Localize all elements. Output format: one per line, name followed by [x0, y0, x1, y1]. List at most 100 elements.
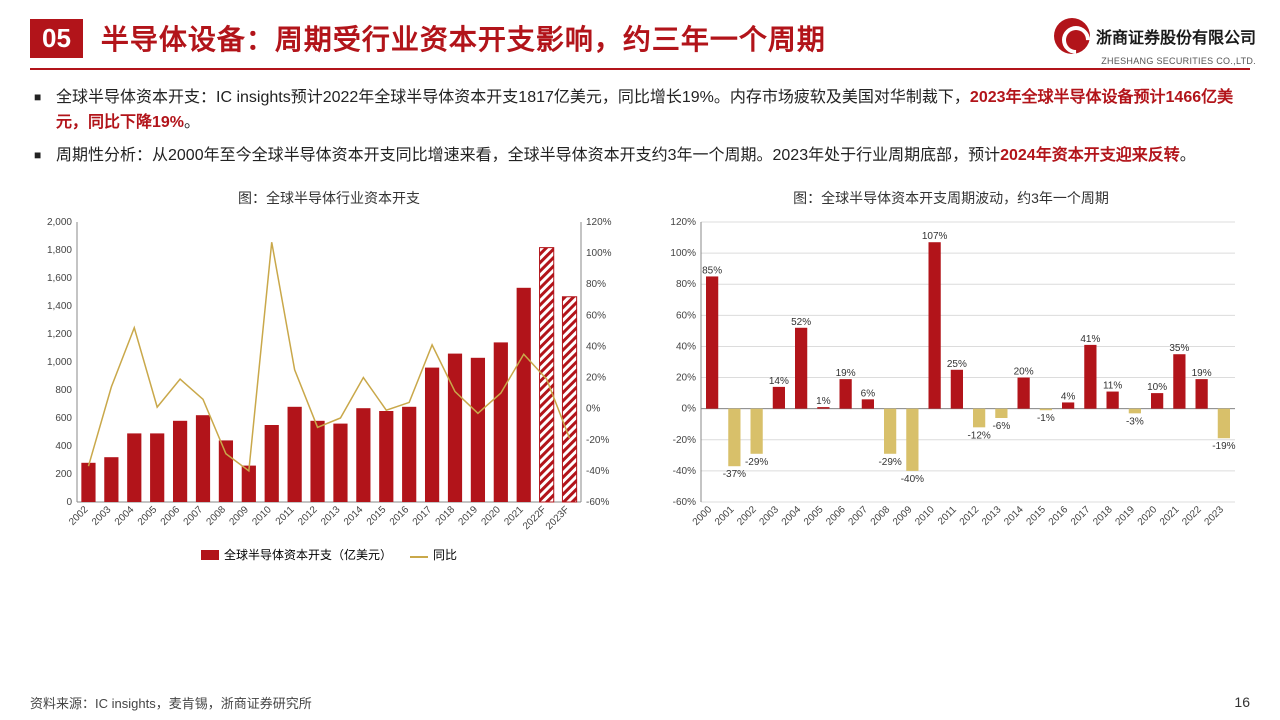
svg-text:2006: 2006: [159, 504, 183, 528]
svg-text:2019: 2019: [1113, 504, 1137, 528]
header-divider: [30, 68, 1250, 70]
svg-text:2005: 2005: [802, 504, 826, 528]
svg-text:80%: 80%: [676, 280, 696, 291]
svg-text:2020: 2020: [1136, 504, 1160, 528]
source-note: 资料来源：IC insights，麦肯锡，浙商证券研究所: [30, 693, 312, 712]
svg-text:-6%: -6%: [992, 421, 1010, 432]
svg-text:14%: 14%: [769, 376, 789, 387]
page-title: 半导体设备：周期受行业资本开支影响，约三年一个周期: [101, 18, 826, 58]
svg-text:-29%: -29%: [745, 457, 768, 468]
section-number: 05: [30, 19, 83, 58]
logo-en-text: ZHESHANG SECURITIES CO.,LTD.: [1054, 56, 1256, 66]
svg-text:2001: 2001: [713, 504, 737, 528]
svg-text:-60%: -60%: [586, 497, 609, 508]
svg-text:200: 200: [55, 469, 72, 480]
svg-text:2005: 2005: [136, 504, 160, 528]
svg-text:2015: 2015: [1024, 504, 1048, 528]
svg-text:2022F: 2022F: [521, 505, 549, 533]
svg-text:-20%: -20%: [673, 435, 696, 446]
svg-text:2023F: 2023F: [544, 505, 572, 533]
svg-text:2003: 2003: [757, 504, 781, 528]
svg-text:19%: 19%: [836, 369, 856, 380]
svg-text:2017: 2017: [1069, 504, 1093, 528]
svg-text:120%: 120%: [586, 217, 612, 228]
svg-text:2,000: 2,000: [47, 217, 72, 228]
logo-cn-text: 浙商证券股份有限公司: [1096, 24, 1256, 48]
svg-text:2007: 2007: [846, 504, 870, 528]
svg-text:1,600: 1,600: [47, 273, 72, 284]
svg-text:2004: 2004: [113, 504, 137, 528]
svg-text:2017: 2017: [411, 504, 435, 528]
svg-text:2008: 2008: [869, 504, 893, 528]
chart1-legend: 全球半导体资本开支（亿美元）同比: [30, 546, 628, 563]
svg-text:4%: 4%: [1061, 392, 1076, 403]
svg-text:-12%: -12%: [967, 431, 990, 442]
svg-text:2012: 2012: [296, 504, 320, 528]
svg-text:-29%: -29%: [878, 457, 901, 468]
svg-text:600: 600: [55, 413, 72, 424]
svg-text:-3%: -3%: [1126, 417, 1144, 428]
svg-text:2018: 2018: [1091, 504, 1115, 528]
svg-text:800: 800: [55, 385, 72, 396]
chart2: -60%-40%-20%0%20%40%60%80%100%120%85%200…: [652, 214, 1250, 544]
svg-text:52%: 52%: [791, 317, 811, 328]
svg-text:2016: 2016: [388, 504, 412, 528]
svg-text:-1%: -1%: [1037, 414, 1055, 425]
svg-text:1%: 1%: [816, 397, 831, 408]
logo-mark-icon: [1054, 18, 1090, 54]
svg-text:2004: 2004: [780, 504, 804, 528]
svg-text:2003: 2003: [90, 504, 114, 528]
svg-text:2018: 2018: [434, 504, 458, 528]
svg-text:2011: 2011: [936, 504, 959, 527]
svg-text:20%: 20%: [1014, 367, 1034, 378]
svg-text:11%: 11%: [1103, 381, 1122, 392]
svg-text:-60%: -60%: [673, 497, 696, 508]
svg-text:-20%: -20%: [586, 435, 609, 446]
svg-text:40%: 40%: [586, 342, 606, 353]
svg-text:2013: 2013: [980, 504, 1004, 528]
svg-text:2008: 2008: [205, 504, 229, 528]
svg-text:6%: 6%: [861, 389, 876, 400]
svg-text:2014: 2014: [342, 504, 366, 528]
svg-text:40%: 40%: [676, 342, 696, 353]
svg-text:25%: 25%: [947, 359, 967, 370]
svg-text:2015: 2015: [365, 504, 389, 528]
bullet-item: 全球半导体资本开支：IC insights预计2022年全球半导体资本开支181…: [56, 86, 1240, 136]
svg-text:19%: 19%: [1192, 369, 1212, 380]
svg-text:2002: 2002: [735, 504, 759, 528]
svg-text:2010: 2010: [913, 504, 937, 528]
svg-text:20%: 20%: [676, 373, 696, 384]
svg-text:-40%: -40%: [673, 466, 696, 477]
svg-text:2022: 2022: [1180, 504, 1204, 528]
svg-text:1,800: 1,800: [47, 245, 72, 256]
svg-text:2006: 2006: [824, 504, 848, 528]
svg-text:2009: 2009: [227, 504, 251, 528]
svg-text:0: 0: [66, 497, 72, 508]
svg-text:35%: 35%: [1169, 344, 1189, 355]
svg-text:80%: 80%: [586, 280, 606, 291]
svg-text:60%: 60%: [676, 311, 696, 322]
svg-text:20%: 20%: [586, 373, 606, 384]
svg-text:100%: 100%: [586, 249, 612, 260]
svg-text:-40%: -40%: [586, 466, 609, 477]
chart1: 02004006008001,0001,2001,4001,6001,8002,…: [30, 214, 628, 544]
page-number: 16: [1234, 694, 1250, 710]
bullet-list: 全球半导体资本开支：IC insights预计2022年全球半导体资本开支181…: [0, 86, 1280, 168]
svg-text:1,000: 1,000: [47, 357, 72, 368]
svg-text:1,200: 1,200: [47, 329, 72, 340]
svg-text:-19%: -19%: [1212, 442, 1235, 453]
svg-text:2010: 2010: [250, 504, 274, 528]
svg-text:2020: 2020: [479, 504, 503, 528]
svg-text:2016: 2016: [1047, 504, 1071, 528]
brand-logo: 浙商证券股份有限公司 ZHESHANG SECURITIES CO.,LTD.: [1054, 18, 1256, 66]
svg-text:2019: 2019: [457, 504, 481, 528]
svg-text:0%: 0%: [586, 404, 601, 415]
chart1-caption: 图：全球半导体行业资本开支: [30, 188, 628, 208]
svg-text:400: 400: [55, 441, 72, 452]
svg-text:0%: 0%: [682, 404, 697, 415]
svg-text:2012: 2012: [958, 504, 982, 528]
bullet-item: 周期性分析：从2000年至今全球半导体资本开支同比增速来看，全球半导体资本开支约…: [56, 144, 1240, 169]
svg-text:2021: 2021: [1158, 504, 1182, 528]
svg-text:2007: 2007: [182, 504, 206, 528]
svg-text:2009: 2009: [891, 504, 915, 528]
